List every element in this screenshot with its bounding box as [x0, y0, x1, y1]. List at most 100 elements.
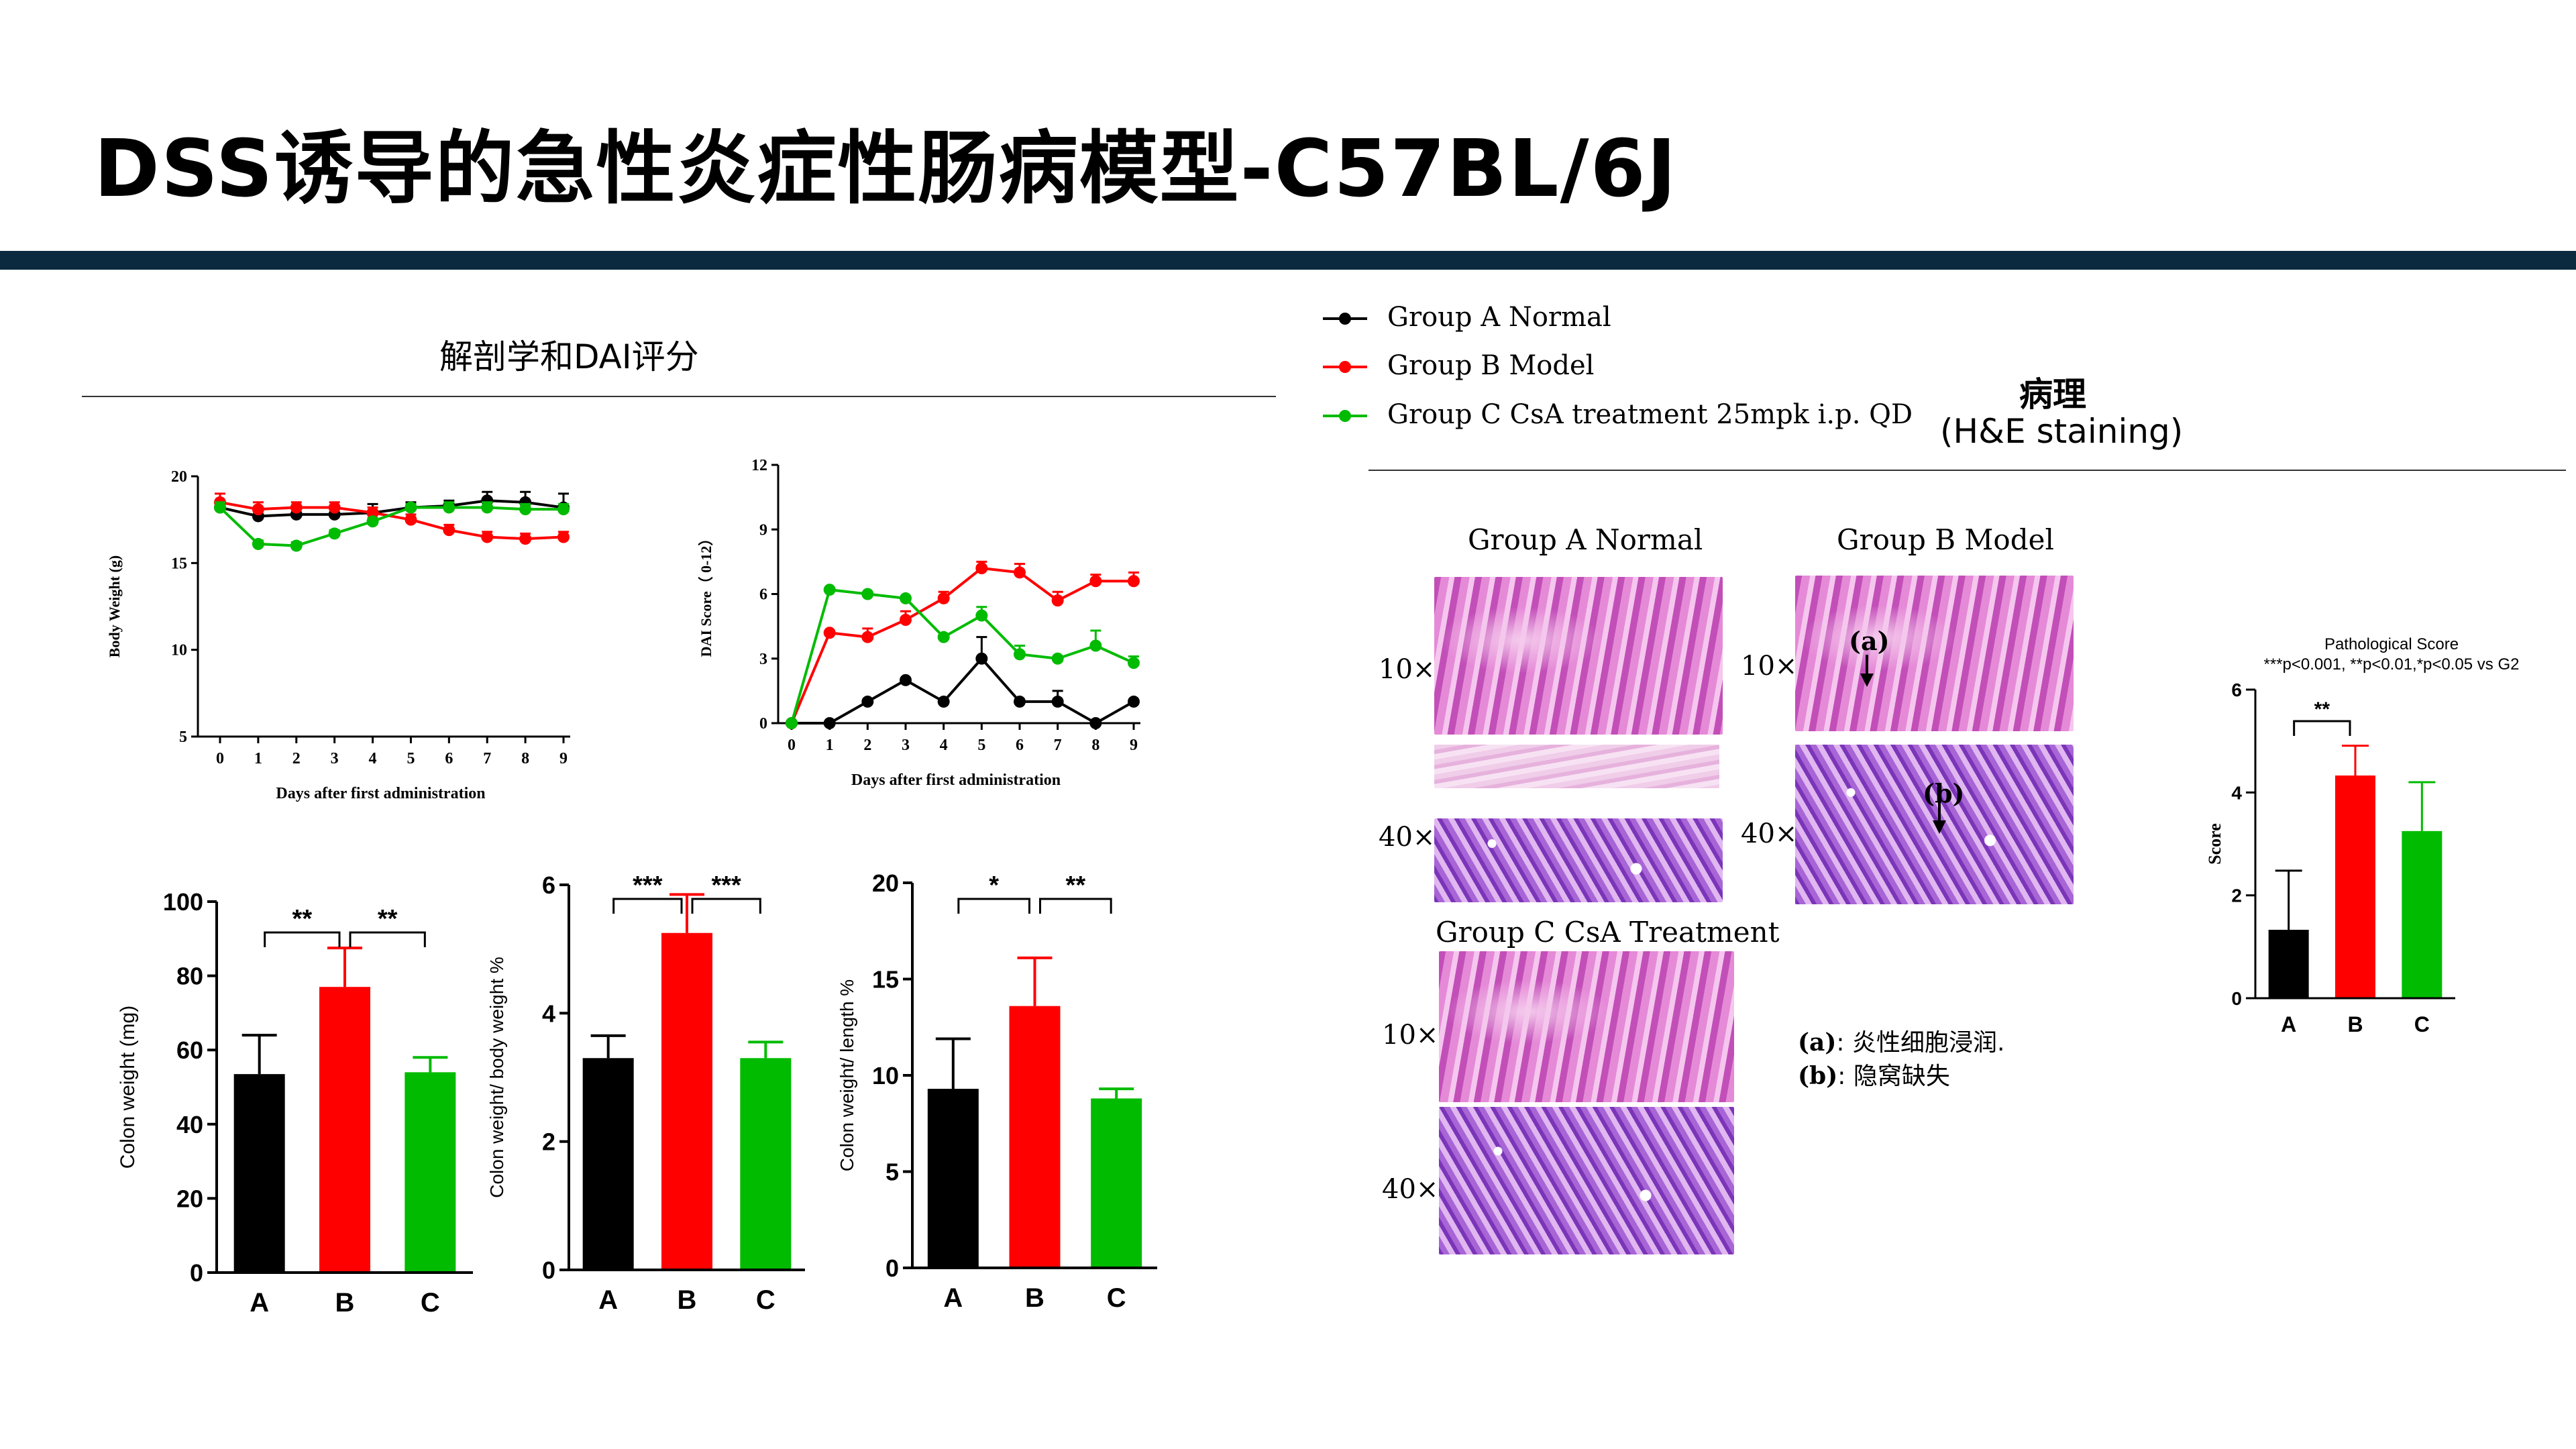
series-line — [792, 656, 1134, 725]
x-tick-label: 7 — [483, 750, 491, 767]
x-tick-label: 5 — [977, 737, 985, 754]
he-image-group-c-10x — [1439, 951, 1734, 1102]
bar — [405, 1072, 456, 1273]
right-section-title: 病理 — [2019, 375, 2086, 414]
right-section-subtitle: (H&E staining) — [1940, 412, 2184, 451]
y-tick-label: 10 — [872, 1062, 899, 1089]
x-tick-label: A — [2281, 1012, 2296, 1036]
bar — [661, 932, 712, 1270]
significance-label: *** — [711, 871, 741, 900]
legend-marker-group-c — [1323, 410, 1367, 422]
data-point — [975, 652, 988, 665]
right-section-divider — [1368, 470, 2566, 471]
y-tick-label: 12 — [751, 457, 767, 474]
x-tick-label: C — [1107, 1283, 1126, 1313]
y-tick-label: 20 — [872, 869, 899, 897]
he-image-group-b-10x: (a) — [1795, 576, 2074, 731]
significance-bracket — [2293, 720, 2351, 736]
data-point — [1014, 695, 1026, 708]
data-point — [252, 503, 264, 516]
significance-bracket — [264, 931, 341, 947]
data-point — [328, 527, 341, 540]
data-point — [1051, 695, 1064, 708]
x-tick-label: 8 — [1091, 737, 1099, 754]
data-point — [481, 501, 494, 514]
significance-bracket — [957, 898, 1030, 914]
legend-item-group-a: Group A Normal — [1322, 299, 1872, 339]
bar — [927, 1089, 979, 1268]
bar — [2268, 930, 2309, 998]
significance-bracket — [691, 898, 761, 914]
bar — [740, 1058, 792, 1270]
y-tick-label: 9 — [759, 521, 767, 539]
y-tick-label: 2 — [542, 1128, 555, 1156]
y-axis-title: Body Weight (g) — [106, 555, 123, 657]
data-point — [861, 695, 874, 708]
x-tick-label: C — [421, 1288, 440, 1318]
x-tick-label: A — [943, 1283, 963, 1313]
path-label-group-c: Group C CsA Treatment — [1436, 916, 1780, 949]
note-b-text: : 隐窝缺失 — [1837, 1063, 1950, 1090]
legend-marker-group-b — [1323, 361, 1367, 373]
x-tick-label: 9 — [1130, 737, 1138, 754]
y-tick-label: 2 — [2231, 885, 2242, 906]
x-tick-label: A — [598, 1285, 618, 1315]
x-tick-label: B — [2347, 1012, 2363, 1036]
y-tick-label: 5 — [179, 729, 187, 746]
he-image-group-a-10x — [1434, 577, 1723, 735]
significance-label: ** — [1066, 871, 1086, 900]
significance-label: ** — [378, 905, 398, 933]
data-point — [252, 537, 264, 550]
x-tick-label: C — [2414, 1012, 2430, 1036]
significance-bracket — [349, 931, 426, 947]
data-point — [937, 592, 950, 604]
data-point — [975, 562, 988, 574]
data-point — [519, 533, 532, 545]
slide-title: DSS诱导的急性炎症性肠病模型-C57BL/6J — [94, 122, 1678, 215]
y-axis-title: Score — [2205, 823, 2224, 865]
x-tick-label: 3 — [331, 750, 339, 767]
data-point — [290, 501, 303, 514]
x-tick-label: 7 — [1054, 737, 1062, 754]
y-tick-label: 6 — [2231, 680, 2242, 700]
significance-bracket — [1039, 898, 1112, 914]
x-tick-label: 6 — [1016, 737, 1024, 754]
y-tick-label: 80 — [176, 963, 203, 990]
mag-40x-group-a: 40× — [1379, 822, 1436, 853]
bar — [233, 1074, 285, 1273]
x-tick-label: 4 — [940, 737, 948, 754]
data-point — [405, 501, 417, 514]
bar — [1009, 1006, 1061, 1268]
data-point — [443, 524, 455, 537]
x-tick-label: B — [1025, 1283, 1044, 1313]
significance-label: ** — [292, 905, 313, 933]
data-point — [1014, 566, 1026, 579]
title-divider-bar — [0, 251, 2576, 270]
pathological-score-chart: Pathological Score ***p<0.001, **p<0.01,*… — [2205, 635, 2519, 1036]
data-point — [975, 609, 988, 622]
x-tick-label: 6 — [445, 750, 453, 767]
he-image-group-c-40x — [1439, 1107, 1734, 1254]
legend-item-group-c: Group C CsA treatment 25mpk i.p. QD — [1322, 396, 1913, 436]
left-section-title: 解剖学和DAI评分 — [439, 337, 699, 376]
significance-label: *** — [633, 871, 663, 900]
x-tick-label: 8 — [521, 750, 529, 767]
x-tick-label: 4 — [369, 750, 377, 767]
y-tick-label: 5 — [885, 1158, 899, 1185]
data-point — [1128, 575, 1140, 588]
y-tick-label: 4 — [542, 1000, 555, 1027]
y-tick-label: 15 — [171, 555, 187, 572]
x-tick-label: 1 — [254, 750, 262, 767]
data-point — [557, 531, 570, 543]
arrow-down-icon — [1860, 655, 1874, 687]
data-point — [443, 501, 455, 514]
data-point — [900, 674, 912, 686]
note-b-key: (b) — [1798, 1062, 1838, 1090]
mag-10x-group-b: 10× — [1741, 651, 1798, 682]
data-point — [214, 501, 226, 514]
bar — [582, 1058, 634, 1270]
y-tick-label: 60 — [176, 1036, 203, 1064]
x-axis-title: Days after first administration — [851, 771, 1061, 789]
data-point — [823, 627, 836, 639]
